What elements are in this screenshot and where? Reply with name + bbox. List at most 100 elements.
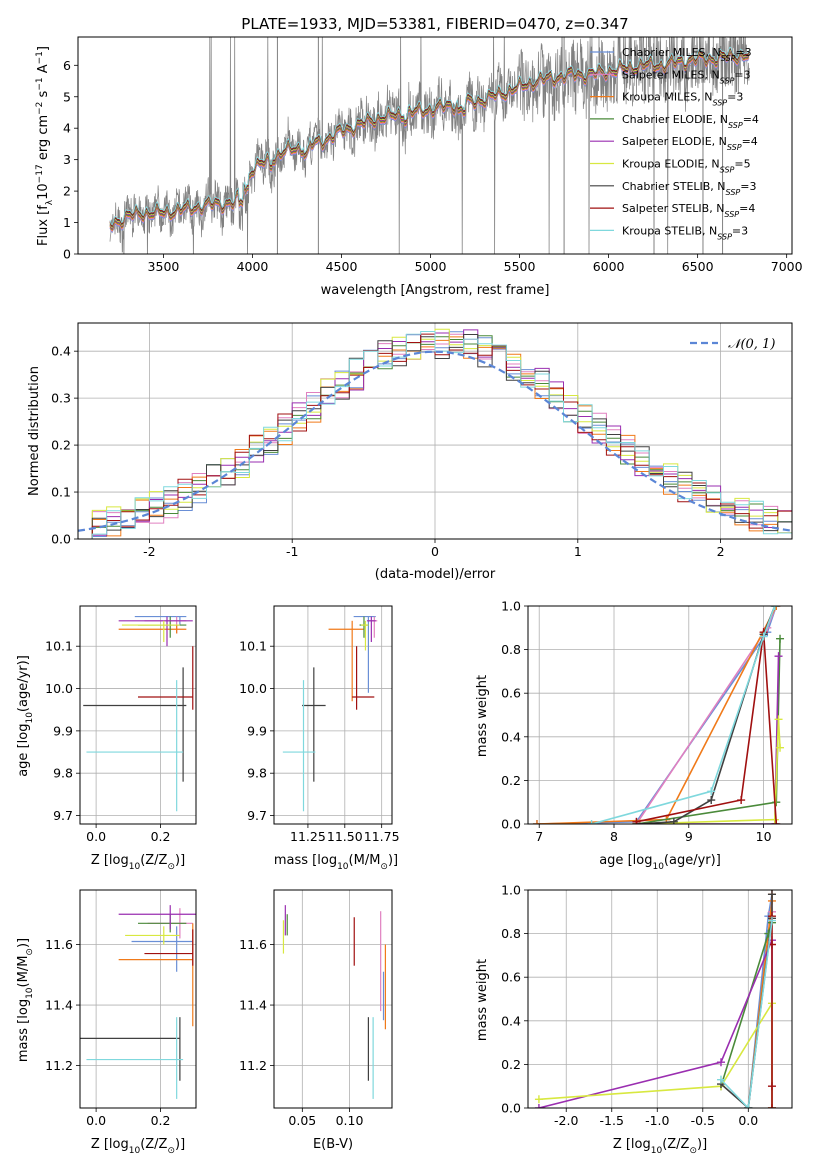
x-tick-label: 0.0 xyxy=(738,1113,758,1128)
errorbar-kroupa-elodie xyxy=(125,926,180,945)
mw-line xyxy=(591,606,776,824)
x-axis-label: E(B-V) xyxy=(313,1137,353,1152)
y-axis-label: mass weight xyxy=(475,959,490,1041)
age-vs-mass-frame xyxy=(273,605,393,825)
y-axis-label: mass [log10(M/M⊙)] xyxy=(16,938,35,1062)
mass-vs-ebv-grid xyxy=(274,890,392,1108)
x-tick-label: 1 xyxy=(574,544,582,559)
legend-label: Kroupa MILES, NSSP=3 xyxy=(622,91,743,108)
y-tick-label: 0.4 xyxy=(501,729,521,744)
mw-marker xyxy=(737,796,746,805)
y-tick-label: 9.7 xyxy=(53,808,73,823)
x-tick-label: 0 xyxy=(431,544,439,559)
y-tick-label: 10.1 xyxy=(45,639,73,654)
mw-salpeter-stelib xyxy=(632,628,781,824)
y-axis-label: age [log10(age/yr)] xyxy=(16,655,35,777)
mw-marker xyxy=(772,820,781,824)
errorbar-chabrier-miles xyxy=(131,926,193,972)
x-tick-label: -2.0 xyxy=(554,1113,578,1128)
x-axis-label: Z [log10(Z/Z⊙)] xyxy=(613,1137,707,1156)
x-tick-label: 9 xyxy=(685,829,693,844)
mw-line xyxy=(538,939,773,1108)
spectrum-plot xyxy=(109,37,750,254)
x-tick-label: -1.5 xyxy=(600,1113,624,1128)
legend-label: Kroupa ELODIE, NSSP=5 xyxy=(622,158,751,175)
mw-marker xyxy=(767,890,776,899)
mw-marker xyxy=(770,606,779,610)
mw-marker xyxy=(770,815,779,824)
y-tick-label: 5 xyxy=(63,89,71,104)
errorbar-chabrier-elodie xyxy=(359,616,369,638)
massweight-vs-age-frame xyxy=(527,605,793,825)
residuals-plot xyxy=(78,328,792,539)
age-vs-mass-plot xyxy=(282,615,378,812)
mw-marker xyxy=(772,606,781,610)
residuals-axes: -2 -1 0 1 2 0.0 0.1 0.2 0.3 0.4 xyxy=(51,322,793,559)
x-tick-label: 6000 xyxy=(593,259,625,274)
mw-kroupa-elodie xyxy=(632,715,785,824)
mw-marker xyxy=(774,652,783,661)
errorbar-kroupa-miles xyxy=(118,625,187,634)
mw-line xyxy=(635,606,778,824)
age-vs-mass-axes: 11.25 11.50 11.75 9.7 9.8 9.9 10.0 10.1 xyxy=(239,605,400,844)
mw-marker xyxy=(716,1075,725,1084)
x-tick-label: -1 xyxy=(286,544,298,559)
observed-spectrum xyxy=(109,37,750,254)
y-tick-label: 0.8 xyxy=(501,642,521,657)
x-tick-label: 11.50 xyxy=(327,829,363,844)
legend-label: Salpeter ELODIE, NSSP=4 xyxy=(622,135,758,152)
x-tick-label: 0.2 xyxy=(151,1113,171,1128)
age-vs-Z-axes: 0.0 0.2 9.7 9.8 9.9 10.0 10.1 xyxy=(45,605,197,844)
mw-marker xyxy=(776,634,785,643)
mw-line xyxy=(536,606,778,824)
errorbar-salpeter-elodie xyxy=(118,616,193,647)
y-tick-label: 1 xyxy=(63,215,71,230)
y-tick-label: 4 xyxy=(63,121,71,136)
y-tick-label: 0.0 xyxy=(51,532,71,547)
y-tick-label: 10.1 xyxy=(239,639,267,654)
mw-kroupa-stelib xyxy=(587,606,779,824)
mw-marker xyxy=(632,817,641,824)
x-tick-label: 4500 xyxy=(326,259,358,274)
mw-marker xyxy=(767,1082,776,1091)
y-tick-label: 0 xyxy=(63,247,71,262)
mw-line xyxy=(720,920,773,1108)
mass-vs-Z-grid xyxy=(80,890,196,1108)
x-axis-label: mass [log10(M/M⊙)] xyxy=(274,853,398,872)
y-axis-label: Normed distribution xyxy=(27,366,42,496)
mw-marker xyxy=(532,820,541,824)
y-tick-label: 9.9 xyxy=(53,723,73,738)
mw-marker xyxy=(776,743,785,752)
y-tick-label: 11.4 xyxy=(239,998,267,1013)
y-tick-label: 0.2 xyxy=(501,773,521,788)
errorbar-chabrier-stelib xyxy=(80,1017,181,1081)
x-axis-label: Z [log10(Z/Z⊙)] xyxy=(91,1137,185,1156)
x-tick-label: 10 xyxy=(756,829,772,844)
y-tick-label: 9.8 xyxy=(247,766,267,781)
legend-label: Salpeter STELIB, NSSP=4 xyxy=(622,202,755,219)
mw-chabrier-elodie xyxy=(632,634,785,824)
model-kroupa-stelib xyxy=(109,47,750,226)
errorbar-salpeter-stelib xyxy=(144,929,194,966)
x-tick-label: -2 xyxy=(143,544,155,559)
y-tick-label: 11.6 xyxy=(45,937,73,952)
x-tick-label: 7 xyxy=(535,829,543,844)
y-tick-label: 0.4 xyxy=(501,1013,521,1028)
x-axis-label: (data-model)/error xyxy=(375,567,496,582)
massweight-vs-age-axes: 7 8 9 10 0.0 0.2 0.4 0.6 0.8 1.0 xyxy=(501,599,793,844)
mw-marker xyxy=(767,1104,776,1108)
y-tick-label: 0.6 xyxy=(501,686,521,701)
mw-line xyxy=(538,1000,773,1108)
hist-kroupa-stelib xyxy=(78,331,792,539)
mass-vs-ebv-axes: 0.05 0.10 11.2 11.4 11.6 xyxy=(239,889,393,1128)
y-tick-label: 11.4 xyxy=(45,998,73,1013)
mw-line xyxy=(720,922,773,1087)
spectrum-legend: Chabrier MILES, NSSP=3 Salpeter MILES, NS… xyxy=(590,46,759,241)
x-tick-label: 4000 xyxy=(237,259,269,274)
x-tick-label: 7000 xyxy=(771,259,803,274)
legend-label: Chabrier ELODIE, NSSP=4 xyxy=(622,113,759,129)
y-tick-label: 0.1 xyxy=(51,485,71,500)
errorbar-kroupa-stelib xyxy=(282,680,316,812)
mw-marker xyxy=(707,787,716,796)
